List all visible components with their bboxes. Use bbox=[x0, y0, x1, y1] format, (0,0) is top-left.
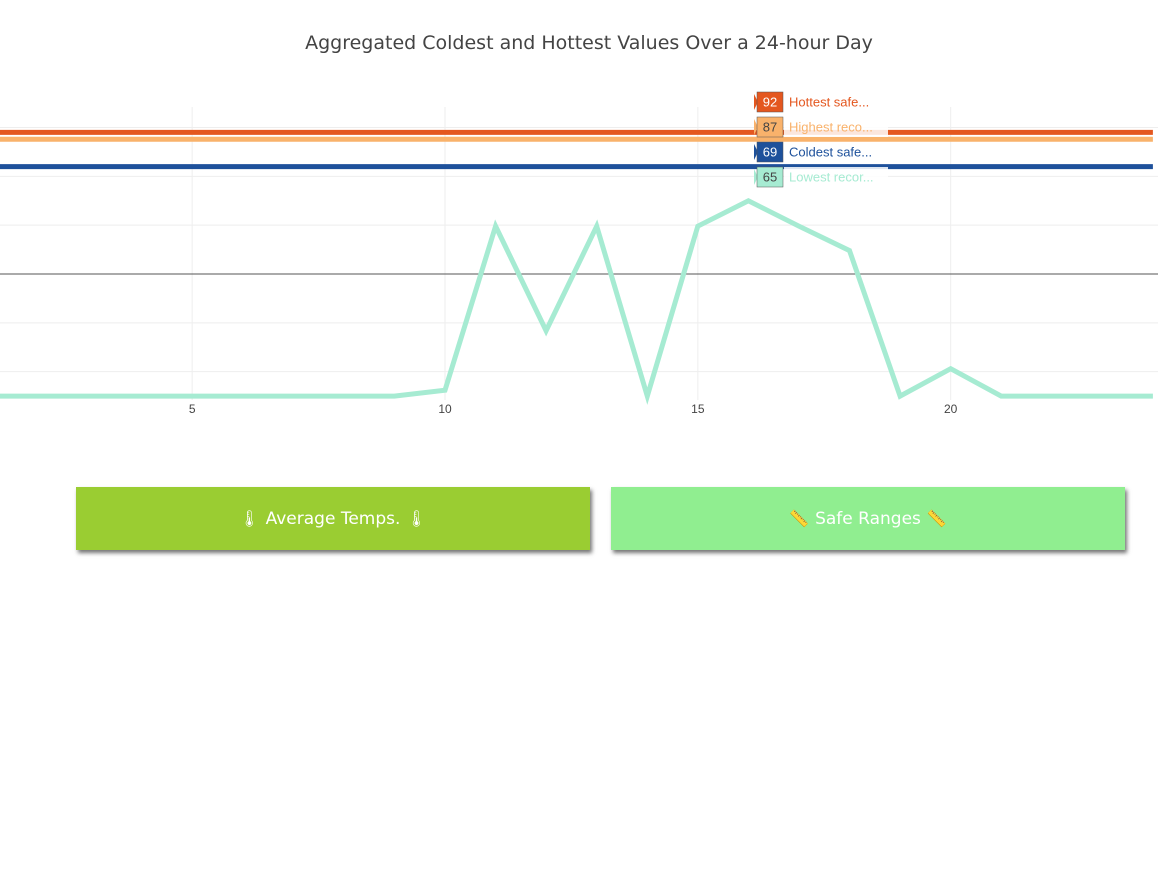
series-line-4 bbox=[0, 198, 1153, 405]
hover-label: 65 Lowest recor... bbox=[754, 166, 888, 188]
thermometer-icon: 🌡 bbox=[406, 509, 427, 528]
hover-label: 69 Coldest safe... bbox=[754, 141, 888, 163]
hover-labels: 92 Hottest safe... 87 Highest reco... 69 Cold… bbox=[754, 91, 888, 188]
hover-value: 65 bbox=[763, 170, 777, 185]
hover-label: 92 Hottest safe... bbox=[754, 91, 888, 113]
safe-ranges-label: Safe Ranges bbox=[815, 508, 921, 529]
series-group bbox=[0, 129, 1153, 405]
average-temps-button[interactable]: 🌡 Average Temps. 🌡 bbox=[76, 487, 590, 550]
grid-lines bbox=[0, 107, 1158, 400]
hover-label: 87 Highest reco... bbox=[754, 116, 888, 138]
x-tick-label: 10 bbox=[438, 402, 452, 416]
ruler-icon: 📏 bbox=[789, 509, 810, 528]
x-tick-label: 5 bbox=[189, 402, 196, 416]
x-tick-label: 20 bbox=[944, 402, 958, 416]
ruler-icon: 📏 bbox=[926, 509, 947, 528]
x-tick-label: 15 bbox=[691, 402, 705, 416]
thermometer-icon: 🌡 bbox=[239, 509, 260, 528]
hover-series-name: Coldest safe... bbox=[789, 145, 872, 160]
hover-value: 92 bbox=[763, 95, 777, 110]
safe-ranges-button[interactable]: 📏 Safe Ranges 📏 bbox=[611, 487, 1125, 550]
hover-series-name: Lowest recor... bbox=[789, 170, 874, 185]
hover-series-name: Highest reco... bbox=[789, 120, 873, 135]
chart-title: Aggregated Coldest and Hottest Values Ov… bbox=[305, 32, 873, 54]
temperature-chart: Aggregated Coldest and Hottest Values Ov… bbox=[0, 32, 1158, 416]
hover-series-name: Hottest safe... bbox=[789, 95, 869, 110]
average-temps-label: Average Temps. bbox=[265, 508, 401, 529]
hover-value: 87 bbox=[763, 120, 777, 135]
hover-value: 69 bbox=[763, 145, 777, 160]
x-tick-labels: 5 10 15 20 bbox=[189, 402, 958, 416]
